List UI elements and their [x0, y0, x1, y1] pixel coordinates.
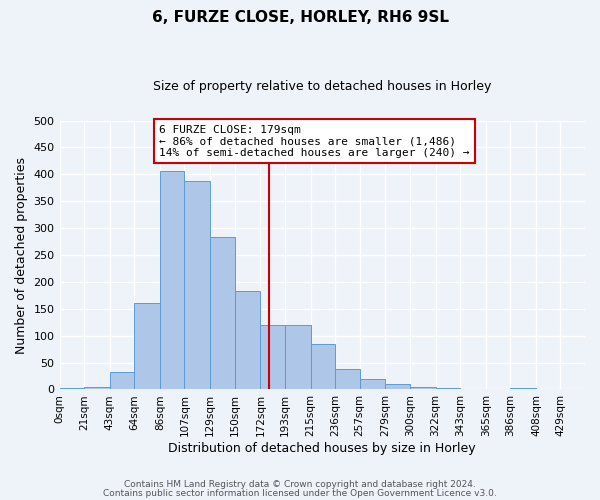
Bar [385, 384, 410, 390]
Y-axis label: Number of detached properties: Number of detached properties [15, 156, 28, 354]
Text: Contains public sector information licensed under the Open Government Licence v3: Contains public sector information licen… [103, 490, 497, 498]
Bar [436, 388, 460, 390]
Bar [335, 369, 359, 390]
Text: Contains HM Land Registry data © Crown copyright and database right 2024.: Contains HM Land Registry data © Crown c… [124, 480, 476, 489]
Bar [285, 325, 311, 390]
Bar [59, 388, 84, 390]
Bar [311, 344, 335, 390]
Bar [210, 238, 235, 390]
Bar [160, 170, 184, 390]
Text: 6, FURZE CLOSE, HORLEY, RH6 9SL: 6, FURZE CLOSE, HORLEY, RH6 9SL [151, 10, 449, 25]
Bar [84, 387, 110, 390]
Text: 6 FURZE CLOSE: 179sqm
← 86% of detached houses are smaller (1,486)
14% of semi-d: 6 FURZE CLOSE: 179sqm ← 86% of detached … [160, 124, 470, 158]
Bar [510, 388, 536, 390]
Bar [134, 304, 160, 390]
X-axis label: Distribution of detached houses by size in Horley: Distribution of detached houses by size … [169, 442, 476, 455]
Bar [110, 372, 134, 390]
Bar [184, 182, 210, 390]
Bar [235, 290, 260, 390]
Title: Size of property relative to detached houses in Horley: Size of property relative to detached ho… [153, 80, 491, 93]
Bar [410, 387, 436, 390]
Bar [260, 325, 285, 390]
Bar [359, 378, 385, 390]
